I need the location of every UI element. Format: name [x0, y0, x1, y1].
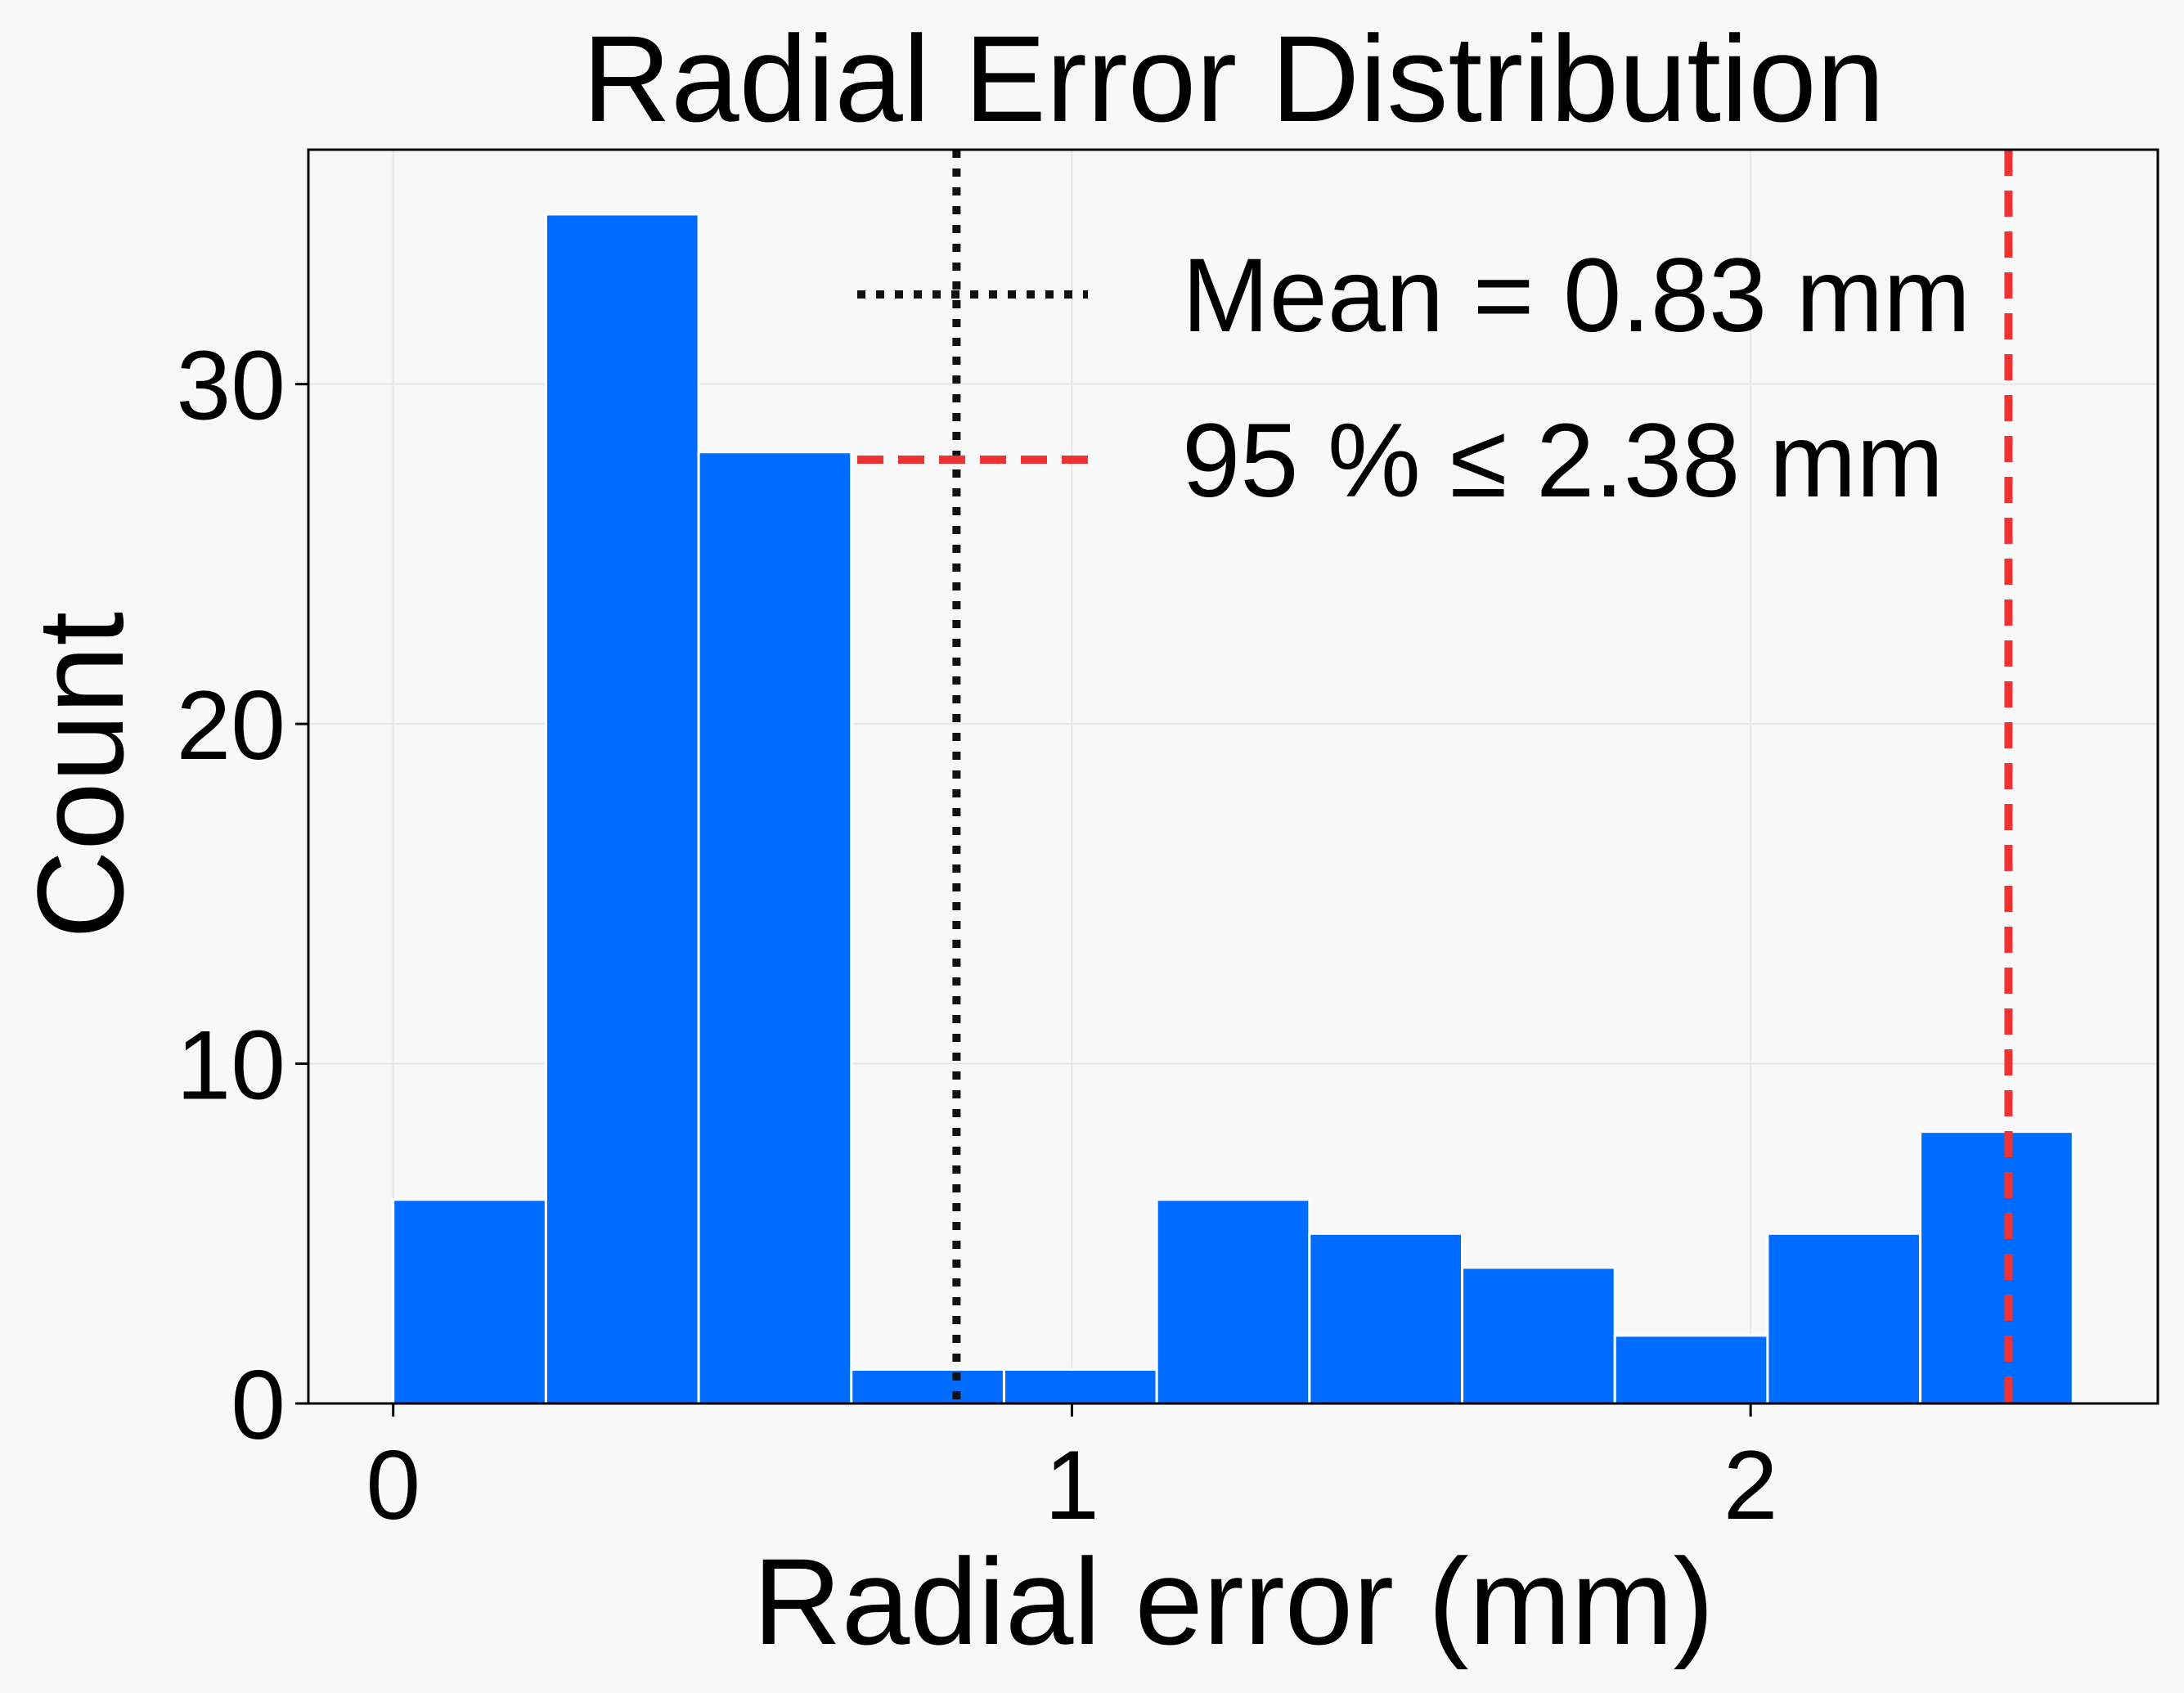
- bar-5: [1155, 1198, 1311, 1405]
- y-tick-label-3: 30: [177, 331, 285, 441]
- x-tick-label-1: 1: [1045, 1430, 1099, 1540]
- x-tick-label-2: 2: [1723, 1430, 1778, 1540]
- bar-0: [392, 1198, 547, 1405]
- histogram-bars: [392, 213, 2074, 1405]
- bar-4: [1002, 1367, 1158, 1405]
- legend-label-1: 95 % ≤ 2.38 mm: [1182, 402, 1944, 519]
- bar-1: [544, 213, 700, 1405]
- x-axis-label: Radial error (mm): [753, 1533, 1714, 1670]
- bar-2: [697, 451, 853, 1405]
- plot-frame: [307, 148, 2159, 1405]
- y-tick-label-1: 10: [177, 1011, 285, 1120]
- y-tick-label-2: 20: [177, 671, 285, 780]
- chart-title: Radial Error Distribution: [582, 10, 1885, 147]
- y-axis-label: Count: [11, 612, 149, 939]
- bar-9: [1766, 1232, 1922, 1405]
- y-tick-label-0: 0: [231, 1350, 285, 1460]
- legend-label-0: Mean = 0.83 mm: [1182, 237, 1971, 354]
- bar-7: [1461, 1266, 1616, 1405]
- reference-lines: [952, 150, 2013, 1403]
- legend: Mean = 0.83 mm 95 % ≤ 2.38 mm: [857, 237, 1971, 519]
- x-tick-label-0: 0: [366, 1430, 420, 1540]
- bar-6: [1308, 1232, 1464, 1405]
- bar-8: [1613, 1334, 1769, 1405]
- bar-3: [850, 1367, 1005, 1405]
- bar-10: [1919, 1130, 2074, 1405]
